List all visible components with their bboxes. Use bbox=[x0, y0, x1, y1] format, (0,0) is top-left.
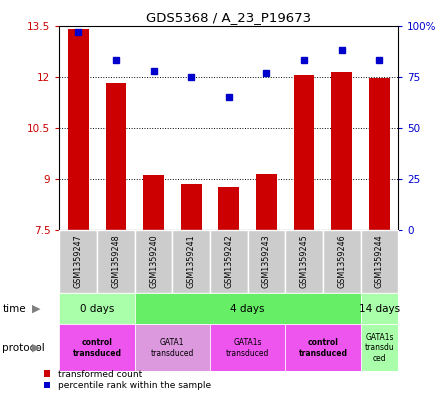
Bar bbox=[285, 230, 323, 293]
Bar bbox=[135, 324, 210, 371]
Text: ▶: ▶ bbox=[32, 343, 40, 353]
Text: GSM1359248: GSM1359248 bbox=[111, 235, 121, 288]
Text: GSM1359245: GSM1359245 bbox=[300, 235, 308, 288]
Text: 4 days: 4 days bbox=[231, 303, 265, 314]
Title: GDS5368 / A_23_P19673: GDS5368 / A_23_P19673 bbox=[146, 11, 312, 24]
Text: 14 days: 14 days bbox=[359, 303, 400, 314]
Bar bbox=[172, 230, 210, 293]
Text: 0 days: 0 days bbox=[80, 303, 114, 314]
Bar bbox=[285, 324, 360, 371]
Bar bbox=[135, 230, 172, 293]
Bar bbox=[294, 75, 315, 230]
Bar bbox=[97, 230, 135, 293]
Text: ▶: ▶ bbox=[32, 303, 40, 314]
Bar bbox=[210, 230, 248, 293]
Bar bbox=[323, 230, 360, 293]
Bar bbox=[135, 293, 360, 324]
Bar bbox=[106, 83, 126, 230]
Text: GSM1359240: GSM1359240 bbox=[149, 235, 158, 288]
Text: GSM1359247: GSM1359247 bbox=[74, 235, 83, 288]
Text: control
transduced: control transduced bbox=[298, 338, 348, 358]
Bar bbox=[369, 78, 390, 230]
Legend: transformed count, percentile rank within the sample: transformed count, percentile rank withi… bbox=[44, 370, 211, 391]
Bar bbox=[143, 175, 164, 230]
Bar bbox=[360, 293, 398, 324]
Text: GATA1s
transduced: GATA1s transduced bbox=[226, 338, 269, 358]
Text: control
transduced: control transduced bbox=[73, 338, 121, 358]
Text: GSM1359246: GSM1359246 bbox=[337, 235, 346, 288]
Text: GSM1359244: GSM1359244 bbox=[375, 235, 384, 288]
Bar bbox=[331, 72, 352, 230]
Bar bbox=[210, 324, 285, 371]
Bar bbox=[360, 324, 398, 371]
Bar bbox=[59, 293, 135, 324]
Bar bbox=[256, 174, 277, 230]
Text: GATA1
transduced: GATA1 transduced bbox=[150, 338, 194, 358]
Bar bbox=[59, 230, 97, 293]
Text: time: time bbox=[2, 303, 26, 314]
Text: protocol: protocol bbox=[2, 343, 45, 353]
Bar bbox=[68, 29, 88, 230]
Bar bbox=[181, 184, 202, 230]
Text: GSM1359241: GSM1359241 bbox=[187, 235, 196, 288]
Bar bbox=[360, 230, 398, 293]
Text: GATA1s
transdu
ced: GATA1s transdu ced bbox=[364, 333, 394, 363]
Bar bbox=[218, 187, 239, 230]
Bar bbox=[248, 230, 285, 293]
Text: GSM1359242: GSM1359242 bbox=[224, 235, 233, 288]
Text: GSM1359243: GSM1359243 bbox=[262, 235, 271, 288]
Bar bbox=[59, 324, 135, 371]
